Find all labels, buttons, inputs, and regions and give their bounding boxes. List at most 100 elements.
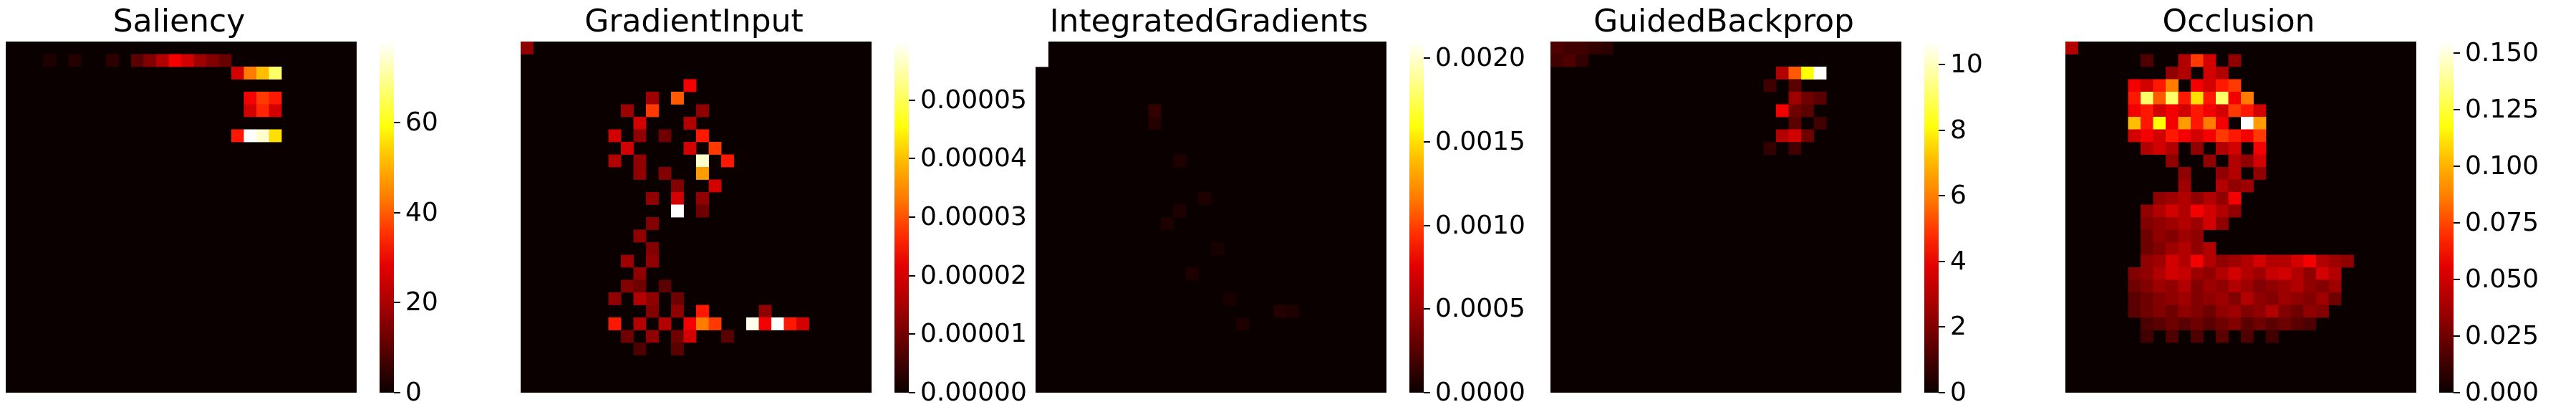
colorbar-tick-mark bbox=[394, 211, 400, 214]
heatmap-cell bbox=[646, 330, 659, 343]
heatmap-cell bbox=[708, 317, 722, 330]
heatmap-cell bbox=[1788, 129, 1802, 143]
heatmap-cell bbox=[2178, 167, 2191, 180]
heatmap-cell bbox=[2153, 242, 2166, 255]
heatmap-cell bbox=[2303, 305, 2317, 318]
heatmap-cell bbox=[2278, 254, 2292, 268]
colorbar-tick-mark bbox=[909, 158, 915, 160]
heatmap-cell bbox=[2316, 292, 2329, 305]
colorbar-tick-label: 0.050 bbox=[2465, 264, 2539, 294]
colorbar-tick-mark bbox=[2454, 392, 2460, 393]
heatmap-cell bbox=[2241, 179, 2254, 193]
heatmap-panel: Occlusion 0.000 0.025 0.050 0.075 0.100 0.125 0… bbox=[2060, 0, 2575, 407]
heatmap-cell bbox=[1776, 67, 1789, 80]
chart-title: Saliency bbox=[112, 3, 246, 39]
heatmap-cell bbox=[2166, 229, 2179, 243]
colorbar-tick-mark bbox=[909, 216, 915, 218]
heatmap-cell bbox=[2241, 154, 2254, 168]
colorbar-tick-label: 0.00001 bbox=[920, 319, 1027, 349]
heatmap-cell bbox=[269, 67, 282, 80]
heatmap-cell bbox=[2203, 292, 2216, 305]
heatmap-cell bbox=[1588, 42, 1601, 54]
heatmap-cell bbox=[2203, 154, 2216, 168]
heatmap-cell bbox=[671, 343, 684, 355]
heatmap-cell bbox=[658, 279, 672, 293]
heatmap-cell bbox=[721, 154, 734, 168]
heatmap-cell bbox=[2216, 204, 2229, 218]
heatmap-cell bbox=[2141, 54, 2153, 67]
heatmap-cell bbox=[2191, 204, 2204, 218]
heatmap-cell bbox=[2278, 279, 2292, 293]
colorbar-tick-label: 0.00002 bbox=[920, 260, 1027, 290]
colorbar-tick-label: 60 bbox=[405, 107, 438, 138]
heatmap-cell bbox=[2203, 305, 2216, 318]
heatmap-cell bbox=[2191, 129, 2204, 143]
colorbar-tick-mark bbox=[2454, 108, 2460, 110]
heatmap-cell bbox=[2216, 167, 2229, 180]
colorbar-tick-label: 0.150 bbox=[2465, 37, 2539, 67]
heatmap-cell bbox=[696, 154, 709, 168]
heatmap-cell bbox=[2166, 192, 2179, 205]
heatmap-cell bbox=[696, 104, 709, 118]
heatmap-cell bbox=[2228, 179, 2242, 193]
heatmap-cell bbox=[1801, 92, 1814, 105]
heatmap-cell bbox=[2203, 67, 2216, 80]
heatmap-cell bbox=[2228, 54, 2242, 67]
heatmap-cell bbox=[2203, 242, 2216, 255]
heatmap-cell bbox=[1813, 92, 1827, 105]
heatmap-cell bbox=[721, 330, 734, 343]
heatmap-cell bbox=[2178, 67, 2191, 80]
heatmap-cell bbox=[633, 117, 647, 130]
heatmap-cell bbox=[2228, 279, 2242, 293]
heatmap-cell bbox=[1801, 104, 1814, 118]
heatmap-cell bbox=[696, 317, 709, 330]
heatmap-cell bbox=[621, 279, 634, 293]
heatmap-cell bbox=[2216, 192, 2229, 205]
heatmap-cell bbox=[2216, 142, 2229, 155]
colorbar-tick-label: 0 bbox=[1950, 378, 1967, 407]
heatmap-cell bbox=[193, 54, 207, 67]
heatmap-cell bbox=[2253, 317, 2267, 330]
colorbar bbox=[380, 42, 394, 393]
heatmap-cell bbox=[2241, 305, 2254, 318]
heatmap-cell bbox=[2065, 42, 2078, 54]
heatmap-cell bbox=[2128, 267, 2141, 280]
heatmap-cell bbox=[1788, 117, 1802, 130]
colorbar-tick-mark bbox=[1424, 141, 1430, 143]
heatmap-cell bbox=[2178, 317, 2191, 330]
heatmap-cell bbox=[1776, 129, 1789, 143]
heatmap-cell bbox=[2191, 217, 2204, 230]
heatmap-cell bbox=[746, 317, 759, 330]
heatmap-cell bbox=[2166, 204, 2179, 218]
heatmap-cell bbox=[633, 279, 647, 293]
heatmap-cell bbox=[2141, 117, 2153, 130]
heatmap-cell bbox=[658, 167, 672, 180]
heatmap-cell bbox=[2328, 292, 2342, 305]
heatmap-cell bbox=[2216, 104, 2229, 118]
colorbar-tick-label: 0 bbox=[405, 378, 422, 407]
colorbar-tick-mark bbox=[1939, 260, 1945, 262]
heatmap-cell bbox=[256, 92, 269, 105]
heatmap-cell bbox=[2216, 292, 2229, 305]
heatmap-cell bbox=[2203, 254, 2216, 268]
heatmap-cell bbox=[2291, 279, 2304, 293]
heatmap-cell bbox=[2141, 204, 2153, 218]
heatmap-cell bbox=[2153, 217, 2166, 230]
heatmap-cell bbox=[521, 42, 534, 54]
colorbar-tick-mark bbox=[2454, 165, 2460, 167]
heatmap-cell bbox=[2178, 204, 2191, 218]
heatmap-cell bbox=[2253, 104, 2267, 118]
colorbar-tick-label: 6 bbox=[1950, 181, 1967, 211]
heatmap-cell bbox=[2203, 204, 2216, 218]
heatmap-cell bbox=[2153, 79, 2166, 92]
heatmap-cell bbox=[1788, 104, 1802, 118]
heatmap-cell bbox=[2216, 92, 2229, 105]
heatmap-cell bbox=[2191, 279, 2204, 293]
heatmap-cell bbox=[2153, 204, 2166, 218]
heatmap-cell bbox=[2266, 254, 2279, 268]
heatmap-cell bbox=[2228, 267, 2242, 280]
heatmap-cell bbox=[2166, 317, 2179, 330]
heatmap-cell bbox=[633, 167, 647, 180]
heatmap-cell bbox=[2266, 267, 2279, 280]
heatmap-cell bbox=[2153, 254, 2166, 268]
